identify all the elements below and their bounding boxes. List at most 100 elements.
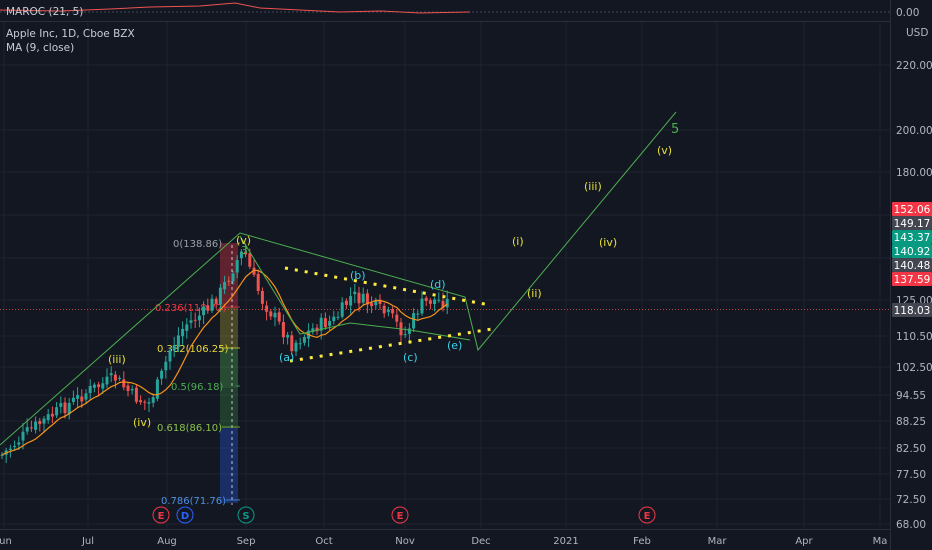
candle-body — [290, 335, 294, 352]
candle-body — [126, 385, 130, 391]
event-marker — [176, 506, 194, 524]
candle-body — [67, 403, 71, 415]
candle-body — [231, 273, 235, 282]
candle-body — [386, 309, 390, 312]
price-badge — [892, 244, 932, 258]
candle-body — [21, 431, 25, 441]
candle-body — [155, 379, 159, 399]
candle-body — [445, 298, 449, 308]
wave-label: (iii) — [584, 180, 602, 193]
candle-body — [55, 407, 59, 416]
candle-body — [139, 400, 143, 403]
price-badge — [892, 202, 932, 216]
candle-body — [176, 335, 180, 348]
candle-body — [412, 313, 416, 329]
currency-label: USD — [906, 27, 928, 39]
candle-body — [109, 373, 113, 376]
candle-body — [235, 259, 239, 273]
x-tick-label: Feb — [633, 536, 651, 547]
candle-body — [122, 379, 126, 388]
wave-label: (i) — [512, 235, 524, 248]
event-marker — [152, 506, 170, 524]
x-tick-label: Dec — [471, 536, 490, 547]
candle-body — [239, 251, 243, 259]
wave-label: (v) — [657, 144, 672, 157]
candle-body — [391, 309, 395, 314]
candle-body — [227, 280, 231, 282]
candle-body — [118, 377, 122, 379]
candle-body — [71, 397, 75, 402]
price-badge-label: 140.48 — [894, 260, 931, 272]
candle-body — [433, 299, 437, 305]
candle-body — [168, 350, 172, 362]
y-tick-label: 200.00 — [896, 125, 932, 137]
candle-body — [59, 403, 63, 407]
event-marker-label: E — [644, 511, 651, 522]
fib-levels: 0(138.86) 0.236(118.72) 0.382(106.25) 0.5(9… — [155, 239, 240, 507]
price-badge — [892, 272, 932, 286]
candle-body — [84, 393, 88, 400]
candle-body — [420, 298, 424, 314]
indicator-value: 0.00 — [896, 7, 919, 19]
indicator-label: MAROC (21, 5) — [6, 6, 83, 18]
candle-body — [38, 420, 42, 425]
indicator-line — [0, 2, 471, 14]
fib-level-label: 0.618(86.10) — [157, 423, 222, 434]
channel-upper — [284, 266, 491, 307]
candle-body — [281, 322, 285, 338]
time-axis[interactable]: Jun Jul Aug Sep Oct Nov Dec 2021 Feb Mar Apr Ma — [0, 536, 887, 547]
fib-level-label: 0.236(118.72) — [155, 303, 227, 314]
candle-body — [147, 402, 151, 404]
candle-body — [395, 314, 399, 322]
candle-body — [428, 300, 432, 304]
candle-body — [185, 324, 189, 331]
candle-body — [214, 298, 218, 304]
y-tick-label: 72.50 — [896, 494, 926, 506]
candle-body — [256, 273, 260, 292]
candle-body — [8, 448, 12, 451]
candle-body — [206, 305, 210, 311]
candle-body — [344, 300, 348, 305]
price-badge-label: 118.03 — [894, 305, 931, 317]
candle-body — [315, 327, 319, 332]
candle-body — [130, 389, 134, 391]
price-badge — [892, 216, 932, 230]
wave-label: (iii) — [108, 353, 126, 366]
wave-label: (iv) — [133, 416, 151, 429]
y-tick-label: 110.50 — [896, 331, 932, 343]
price-badge — [892, 258, 932, 272]
candle-body — [223, 282, 227, 290]
price-badge — [892, 303, 932, 317]
candle-body — [340, 302, 344, 317]
candle-body — [63, 402, 67, 414]
chart-title: Apple Inc, 1D, Cboe BZX — [6, 28, 135, 40]
candle-body — [311, 328, 315, 332]
wave-label: (c) — [403, 351, 418, 364]
candle-body — [260, 290, 264, 304]
event-marker — [237, 506, 255, 524]
event-marker-label: E — [158, 511, 165, 522]
y-tick-label: 94.55 — [896, 390, 926, 402]
candle-body — [361, 293, 365, 303]
candle-body — [252, 267, 256, 275]
candles — [0, 243, 449, 464]
event-marker — [391, 506, 409, 524]
candle-body — [218, 287, 222, 305]
wave-line — [0, 111, 677, 446]
price-axis[interactable]: 220.00200.00180.00160.00140.00125.00110.… — [896, 60, 932, 531]
fib-level-label: 0(138.86) — [173, 239, 222, 250]
candle-body — [437, 299, 441, 301]
candle-body — [302, 337, 306, 343]
ma-line — [1, 269, 448, 456]
candle-body — [332, 316, 336, 322]
y-tick-label: 68.00 — [896, 519, 926, 531]
candle-body — [197, 315, 201, 321]
candle-body — [265, 305, 269, 312]
candle-body — [172, 345, 176, 351]
candle-body — [25, 427, 29, 432]
candle-body — [370, 303, 374, 307]
price-badge-label: 140.92 — [894, 246, 931, 258]
candle-body — [42, 418, 46, 424]
